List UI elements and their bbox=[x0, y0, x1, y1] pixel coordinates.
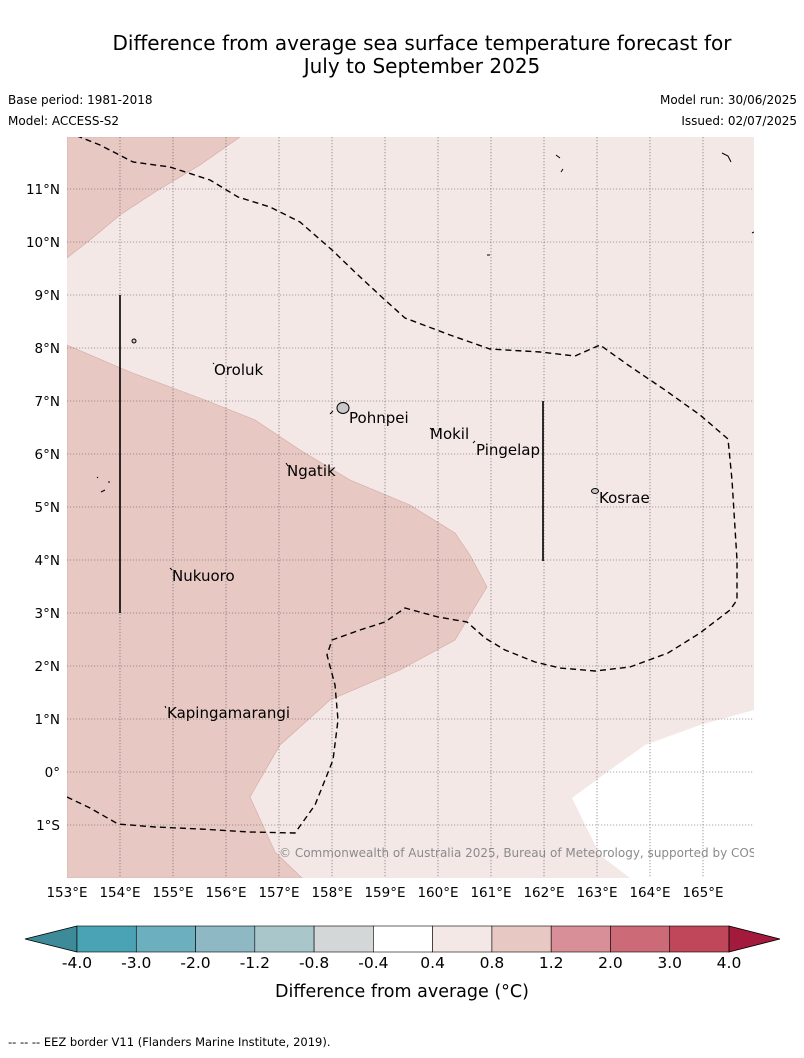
colorbar-segment bbox=[669, 925, 730, 953]
colorbar-label: 0.8 bbox=[480, 954, 505, 972]
colorbar-segment bbox=[76, 925, 137, 953]
colorbar-segment bbox=[135, 925, 196, 953]
atoll-marks bbox=[96, 152, 754, 709]
pohnpei-island bbox=[336, 402, 350, 414]
forecast-map: Oroluk Pohnpei Mokil Pingelap Ngatik Kos… bbox=[24, 137, 784, 1002]
anomaly-band-warm-southwest bbox=[67, 344, 488, 878]
eez-footnote: -- -- -- EEZ border V11 (Flanders Marine… bbox=[8, 1035, 331, 1049]
colorbar-title: Difference from average (°C) bbox=[275, 982, 529, 1002]
lat-tick-label: 2°N bbox=[35, 659, 60, 675]
colorbar-label: 3.0 bbox=[657, 954, 682, 972]
lon-tick-label: 153°E bbox=[46, 885, 87, 901]
place-ngatik: Ngatik bbox=[287, 462, 336, 480]
lon-tick-label: 164°E bbox=[629, 885, 670, 901]
lon-tick-label: 162°E bbox=[523, 885, 564, 901]
colorbar-label: 2.0 bbox=[598, 954, 623, 972]
model-name: Model: ACCESS-S2 bbox=[8, 114, 120, 128]
lat-tick-label: 9°N bbox=[35, 288, 60, 304]
lon-tick-label: 165°E bbox=[682, 885, 723, 901]
colorbar-segment bbox=[313, 925, 374, 953]
anomaly-band-warm-north bbox=[67, 137, 241, 259]
colorbar-segment bbox=[432, 925, 493, 953]
lon-tick-label: 163°E bbox=[576, 885, 617, 901]
colorbar-extend-high bbox=[728, 925, 781, 953]
lat-tick-label: 1°N bbox=[35, 712, 60, 728]
islet bbox=[131, 338, 137, 344]
colorbar-segment bbox=[373, 925, 433, 953]
lon-tick-label: 161°E bbox=[470, 885, 511, 901]
place-pohnpei: Pohnpei bbox=[349, 409, 409, 427]
title-line-1: Difference from average sea surface temp… bbox=[112, 31, 732, 55]
place-kapingamarangi: Kapingamarangi bbox=[167, 704, 290, 722]
base-period: Base period: 1981-2018 bbox=[8, 93, 153, 107]
anomaly-band-neutral bbox=[572, 710, 754, 878]
colorbar-label: -2.0 bbox=[180, 954, 210, 972]
lat-tick-label: 1°S bbox=[36, 818, 60, 834]
lat-tick-label: 10°N bbox=[26, 235, 60, 251]
place-kosrae: Kosrae bbox=[599, 489, 650, 507]
lat-tick-label: 0° bbox=[45, 765, 60, 781]
copyright-notice: © Commonwealth of Australia 2025, Bureau… bbox=[279, 846, 784, 860]
latitude-labels: 11°N 10°N 9°N 8°N 7°N 6°N 5°N 4°N 3°N 2°N 1°N 0° 1°S bbox=[26, 182, 60, 834]
chart-title: Difference from average sea surface temp… bbox=[0, 32, 804, 78]
lon-tick-label: 159°E bbox=[364, 885, 405, 901]
colorbar-label: 0.4 bbox=[420, 954, 445, 972]
land-islands bbox=[131, 338, 599, 494]
lon-tick-label: 155°E bbox=[152, 885, 193, 901]
kosrae-island bbox=[591, 488, 599, 494]
colorbar-label: 1.2 bbox=[539, 954, 564, 972]
eez-border bbox=[67, 137, 738, 834]
colorbar-extend-low bbox=[24, 925, 78, 953]
lon-tick-label: 160°E bbox=[417, 885, 458, 901]
lat-tick-label: 4°N bbox=[35, 553, 60, 569]
graticule bbox=[67, 137, 754, 878]
colorbar-segment bbox=[491, 925, 552, 953]
lat-tick-label: 8°N bbox=[35, 341, 60, 357]
place-mokil: Mokil bbox=[430, 425, 469, 443]
colorbar-label: -0.4 bbox=[358, 954, 388, 972]
colorbar-segment bbox=[610, 925, 671, 953]
lon-tick-label: 157°E bbox=[258, 885, 299, 901]
title-line-2: July to September 2025 bbox=[303, 54, 541, 78]
lon-tick-label: 156°E bbox=[205, 885, 246, 901]
lat-tick-label: 6°N bbox=[35, 447, 60, 463]
place-pingelap: Pingelap bbox=[476, 441, 540, 459]
colorbar-segment bbox=[550, 925, 611, 953]
colorbar-segment bbox=[195, 925, 256, 953]
model-run: Model run: 30/06/2025 bbox=[659, 93, 797, 107]
lat-tick-label: 5°N bbox=[35, 500, 60, 516]
colorbar: -4.0 -3.0 -2.0 -1.2 -0.8 -0.4 0.4 0.8 1.2 2.0 3.0 4… bbox=[24, 925, 781, 972]
lon-tick-label: 158°E bbox=[311, 885, 352, 901]
lat-tick-label: 7°N bbox=[35, 394, 60, 410]
lat-tick-label: 11°N bbox=[26, 182, 60, 198]
lon-tick-label: 154°E bbox=[99, 885, 140, 901]
colorbar-label: -3.0 bbox=[121, 954, 151, 972]
colorbar-label: -0.8 bbox=[299, 954, 329, 972]
longitude-labels: 153°E 154°E 155°E 156°E 157°E 158°E 159°E 160°E… bbox=[46, 885, 723, 901]
colorbar-label: -1.2 bbox=[240, 954, 270, 972]
place-nukuoro: Nukuoro bbox=[172, 567, 235, 585]
colorbar-label: 4.0 bbox=[717, 954, 742, 972]
lat-tick-label: 3°N bbox=[35, 606, 60, 622]
issued-date: Issued: 02/07/2025 bbox=[681, 114, 797, 128]
place-oroluk: Oroluk bbox=[214, 361, 263, 379]
colorbar-label: -4.0 bbox=[62, 954, 92, 972]
colorbar-segment bbox=[254, 925, 315, 953]
